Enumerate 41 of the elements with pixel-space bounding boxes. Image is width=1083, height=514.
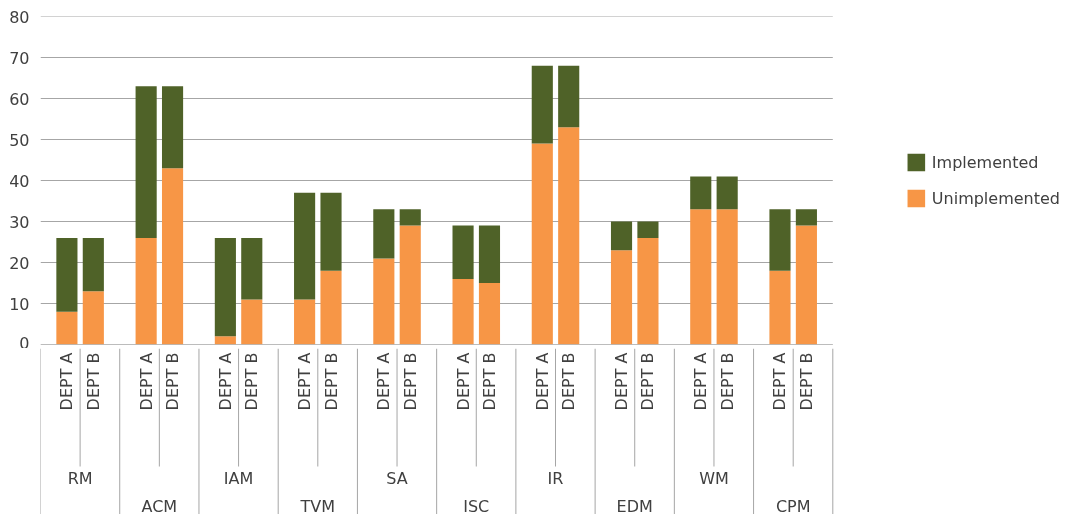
- x-tick-label: DEPT B: [400, 352, 420, 411]
- text: ACM: [141, 497, 178, 514]
- y-tick-label: 80: [9, 7, 30, 27]
- x-tick-label: DEPT A: [136, 352, 156, 411]
- x-tick-label: DEPT B: [242, 352, 262, 411]
- text: SA: [386, 469, 408, 488]
- y-tick-label: 30: [9, 212, 30, 232]
- x-tick-label: DEPT A: [612, 352, 632, 411]
- x-tick-label: DEPT B: [163, 352, 183, 411]
- y-tick-label: 40: [9, 171, 30, 191]
- text: IR: [547, 469, 564, 488]
- legend-label: Implemented: [931, 152, 1039, 172]
- x-tick-label: DEPT B: [796, 352, 816, 411]
- x-tick-label: DEPT A: [215, 352, 235, 411]
- x-tick-label: DEPT A: [453, 352, 473, 411]
- text: WM: [699, 469, 729, 488]
- x-tick-label: DEPT B: [559, 352, 579, 411]
- x-tick-label: DEPT B: [83, 352, 103, 411]
- x-tick-label: DEPT A: [691, 352, 711, 411]
- x-tick-label: DEPT B: [479, 352, 499, 411]
- y-tick-label: 0: [19, 333, 30, 353]
- text: CPM: [775, 497, 811, 514]
- legend-label: Unimplemented: [931, 188, 1060, 208]
- x-tick-label: DEPT B: [717, 352, 737, 411]
- text: IAM: [223, 469, 254, 488]
- x-tick-label: DEPT B: [321, 352, 341, 411]
- text: EDM: [616, 497, 653, 514]
- y-tick-label: 10: [9, 294, 30, 314]
- x-tick-label: DEPT A: [57, 352, 77, 411]
- text: RM: [67, 469, 93, 488]
- text: TVM: [299, 497, 336, 514]
- x-tick-label: DEPT A: [374, 352, 394, 411]
- y-tick-label: 60: [9, 89, 30, 109]
- x-tick-label: DEPT A: [770, 352, 790, 411]
- x-tick-label: DEPT A: [532, 352, 552, 411]
- text: ISC: [463, 497, 490, 514]
- y-tick-label: 70: [9, 48, 30, 68]
- x-tick-label: DEPT B: [638, 352, 658, 411]
- y-tick-label: 20: [9, 253, 30, 273]
- x-tick-label: DEPT A: [295, 352, 315, 411]
- y-tick-label: 50: [9, 130, 30, 150]
